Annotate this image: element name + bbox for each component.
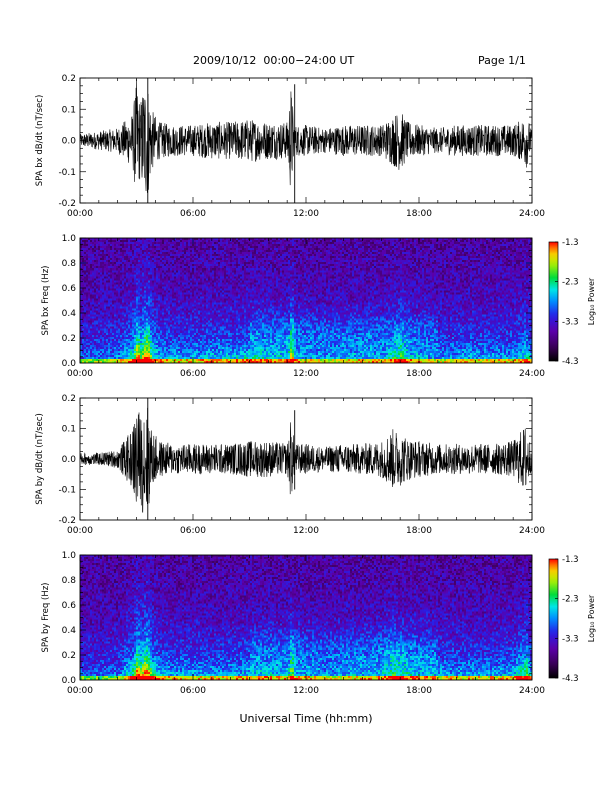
x-tick-label: 06:00 (180, 209, 206, 219)
y-tick-label: 1.0 (62, 551, 77, 561)
y-tick-label: 0.8 (62, 576, 77, 586)
y-tick-label: 0.2 (62, 334, 76, 344)
series-line (79, 79, 533, 193)
y-tick-label: 0.6 (62, 284, 77, 294)
x-tick-label: 24:00 (519, 369, 545, 379)
spectrogram-image (80, 555, 532, 680)
colorbar-tick-label: -4.3 (562, 357, 579, 367)
x-tick-label: 12:00 (293, 209, 319, 219)
y-tick-label: 0.2 (62, 394, 76, 404)
colorbar-tick-label: -4.3 (562, 674, 579, 684)
colorbar-tick-label: -1.3 (562, 555, 579, 565)
colorbar-label: Log₁₀ Power (587, 277, 596, 325)
y-tick-label: 0.0 (62, 359, 77, 369)
y-tick-label: -0.2 (58, 199, 76, 209)
colorbar-tick-label: -1.3 (562, 238, 579, 248)
y-tick-label: -0.2 (58, 516, 76, 526)
y-tick-label: 0.2 (62, 74, 76, 84)
x-tick-label: 00:00 (67, 686, 93, 696)
x-tick-label: 24:00 (519, 526, 545, 536)
y-tick-label: 0.0 (62, 137, 77, 147)
y-tick-label: 0.4 (62, 309, 77, 319)
series-line (79, 407, 533, 513)
y-tick-label: 0.2 (62, 651, 76, 661)
y-tick-label: -0.1 (58, 486, 76, 496)
y-axis-label: SPA by Freq (Hz) (41, 582, 51, 652)
y-tick-label: 0.1 (62, 105, 76, 115)
x-tick-label: 24:00 (519, 686, 545, 696)
x-tick-label: 12:00 (293, 526, 319, 536)
y-axis-label: SPA bx Freq (Hz) (41, 265, 51, 335)
x-tick-label: 12:00 (293, 369, 319, 379)
x-tick-label: 00:00 (67, 526, 93, 536)
colorbar-tick-label: -3.3 (562, 317, 579, 327)
y-tick-label: 0.4 (62, 626, 77, 636)
x-tick-label: 12:00 (293, 686, 319, 696)
y-tick-label: 0.6 (62, 601, 77, 611)
y-axis-label: SPA bx dB/dt (nT/sec) (35, 95, 45, 187)
x-tick-label: 06:00 (180, 526, 206, 536)
x-tick-label: 18:00 (406, 686, 432, 696)
colorbar-tick-label: -2.3 (562, 278, 579, 288)
colorbar (548, 241, 559, 362)
x-tick-label: 00:00 (67, 209, 93, 219)
y-tick-label: 0.0 (62, 455, 77, 465)
x-tick-label: 06:00 (180, 369, 206, 379)
y-tick-label: 0.1 (62, 425, 76, 435)
y-tick-label: 0.8 (62, 259, 77, 269)
spectrogram-image (80, 238, 532, 363)
x-tick-label: 18:00 (406, 369, 432, 379)
colorbar (548, 558, 559, 679)
y-tick-label: 1.0 (62, 234, 77, 244)
x-tick-label: 18:00 (406, 209, 432, 219)
colorbar-label: Log₁₀ Power (587, 594, 596, 642)
colorbar-tick-label: -2.3 (562, 595, 579, 605)
x-tick-label: 18:00 (406, 526, 432, 536)
page-indicator: Page 1/1 (478, 54, 526, 67)
x-tick-label: 06:00 (180, 686, 206, 696)
y-tick-label: -0.1 (58, 168, 76, 178)
figure-title: 2009/10/12 00:00−24:00 UT (193, 54, 355, 67)
y-tick-label: 0.0 (62, 676, 77, 686)
x-tick-label: 00:00 (67, 369, 93, 379)
y-axis-label: SPA by dB/dt (nT/sec) (35, 413, 45, 505)
colorbar-tick-label: -3.3 (562, 634, 579, 644)
x-axis-label: Universal Time (hh:mm) (240, 712, 373, 725)
x-tick-label: 24:00 (519, 209, 545, 219)
